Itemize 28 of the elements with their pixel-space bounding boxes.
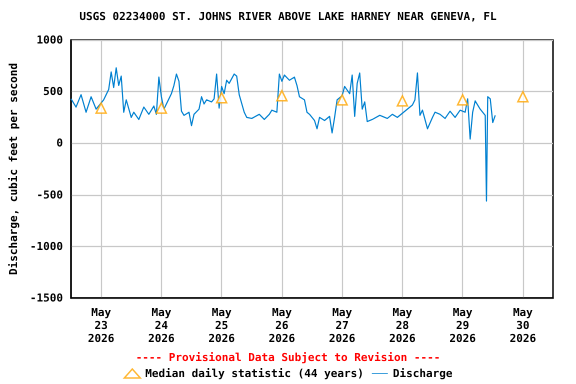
point bbox=[95, 102, 107, 114]
x-tick-label: May 29 2026 bbox=[449, 306, 476, 345]
y-tick-label: 1000 bbox=[36, 34, 64, 46]
chart-title: USGS 02234000 ST. JOHNS RIVER ABOVE LAKE HARNEY NEAR GENEVA, FL bbox=[79, 10, 497, 23]
x-tick-label: May 25 2026 bbox=[208, 306, 236, 345]
y-tick-label: -1000 bbox=[30, 240, 64, 253]
y-axis-title: Discharge, cubic feet per second bbox=[7, 63, 20, 275]
y-tick-label: -1500 bbox=[30, 292, 64, 304]
y-tick-label: -500 bbox=[36, 188, 64, 202]
legend-label: Discharge bbox=[392, 367, 453, 380]
point bbox=[456, 94, 468, 106]
text: ---- Provisional Data Subject to Revision ---- bbox=[136, 351, 440, 364]
point bbox=[517, 91, 529, 103]
line-series bbox=[70, 67, 496, 202]
x-tick-label: May 24 2026 bbox=[148, 306, 176, 345]
legend-label: Median daily statistic (44 years) bbox=[145, 367, 364, 380]
x-tick-label: May 23 2026 bbox=[88, 306, 115, 345]
x-tick-label: May 30 2026 bbox=[510, 306, 536, 345]
x-tick-label: May 27 2026 bbox=[328, 306, 356, 345]
point bbox=[216, 92, 228, 104]
point bbox=[276, 90, 288, 102]
y-tick-label: 0 bbox=[56, 136, 64, 150]
y-tick-label: 500 bbox=[43, 85, 64, 98]
point bbox=[396, 95, 408, 107]
point bbox=[336, 94, 348, 106]
x-tick-label: May 28 2026 bbox=[389, 306, 416, 345]
point bbox=[156, 102, 168, 114]
x-tick-label: May 26 2026 bbox=[268, 306, 296, 345]
